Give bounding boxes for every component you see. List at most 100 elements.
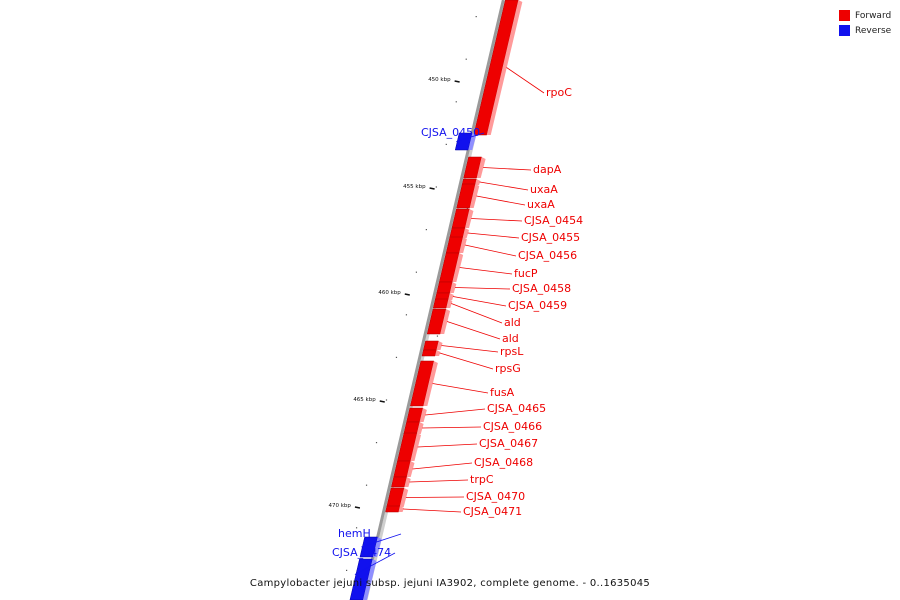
gene-label: uxaA xyxy=(530,183,558,196)
tick-label: 455 kbp xyxy=(403,184,426,190)
minor-tick xyxy=(386,548,389,550)
gene-highlight-23 xyxy=(373,537,382,557)
gene-label: rpoC xyxy=(546,86,572,99)
gene-highlight-19 xyxy=(406,461,415,477)
gene-highlight-21 xyxy=(399,488,409,507)
gene-highlight-9 xyxy=(449,282,457,293)
minor-tick xyxy=(445,143,447,145)
minor-tick xyxy=(455,101,457,103)
gene-highlight-17 xyxy=(416,422,424,434)
minor-tick xyxy=(346,569,348,571)
minor-tick xyxy=(355,527,358,529)
gene-label: hemH xyxy=(338,527,371,540)
leader-line xyxy=(455,287,511,290)
tick-layer: 450 kbp 455 kbp 460 kbp 465 kbp 470 kbp xyxy=(329,16,508,571)
gene-label: fucP xyxy=(514,267,538,280)
leader-line xyxy=(412,462,473,470)
legend-label-reverse: Reverse xyxy=(855,25,892,36)
leader-line xyxy=(456,132,485,142)
gene-label: ald xyxy=(504,316,521,329)
gene-highlight-22 xyxy=(398,506,404,512)
minor-tick xyxy=(425,229,427,231)
gene-highlight-4 xyxy=(469,184,480,208)
legend: Forward Reverse xyxy=(839,8,891,38)
gene-label: trpC xyxy=(470,473,494,486)
gene-forward-13 xyxy=(423,340,439,351)
gene-highlight-6 xyxy=(462,228,469,238)
tick-label: 450 kbp xyxy=(428,77,451,83)
gene-label: dapA xyxy=(533,163,562,176)
leader-line xyxy=(361,533,402,548)
gene-label: CJSA_0459 xyxy=(508,299,567,312)
leader-line xyxy=(476,195,526,206)
leader-line xyxy=(409,479,469,483)
gene-highlight-8 xyxy=(452,253,464,282)
minor-tick xyxy=(395,356,398,358)
minor-tick xyxy=(415,271,417,273)
leader-line xyxy=(417,443,478,448)
gene-label: CJSA_0455 xyxy=(521,231,580,244)
minor-tick xyxy=(466,207,468,209)
gene-reverse-24 xyxy=(349,558,373,600)
gene-highlight-13 xyxy=(436,341,443,350)
gene-label: ald xyxy=(502,332,519,345)
gene-forward-20 xyxy=(391,476,408,488)
gene-label: CJSA_0471 xyxy=(463,505,522,518)
gene-forward-11 xyxy=(432,298,449,309)
gene-label: CJSA_0458 xyxy=(512,282,571,295)
leader-line xyxy=(483,167,532,171)
major-tick xyxy=(404,293,410,296)
leader-line xyxy=(441,345,499,353)
tick-label: 465 kbp xyxy=(353,397,376,403)
reverse-swatch xyxy=(839,25,850,36)
gene-label: CJSA_0465 xyxy=(487,402,546,415)
gene-label: CJSA_0468 xyxy=(474,456,533,469)
gene-forward-9 xyxy=(436,281,453,294)
gene-label: CJSA_0470 xyxy=(466,490,525,503)
legend-item-reverse: Reverse xyxy=(839,23,891,38)
gene-label: CJSA_0454 xyxy=(524,214,583,227)
leader-line xyxy=(432,383,489,394)
leader-line xyxy=(425,408,486,416)
gene-label: rpsG xyxy=(495,362,521,375)
leader-line xyxy=(403,508,462,513)
leader-line xyxy=(452,296,507,307)
minor-tick xyxy=(405,314,408,316)
leader-line xyxy=(471,218,523,222)
gene-highlight-20 xyxy=(404,477,411,487)
gene-label: CJSA_0450 xyxy=(421,126,480,139)
gene-highlight-7 xyxy=(459,237,467,253)
gene-layer xyxy=(349,0,523,600)
gene-highlight-2 xyxy=(476,157,486,178)
gene-label: uxaA xyxy=(527,198,555,211)
major-tick xyxy=(454,80,460,83)
tick-label: 460 kbp xyxy=(378,290,401,296)
minor-tick xyxy=(435,186,437,188)
minor-tick xyxy=(365,484,368,486)
legend-label-forward: Forward xyxy=(855,10,892,21)
leader-line xyxy=(422,426,482,429)
major-tick xyxy=(429,187,435,190)
gene-highlight-12 xyxy=(440,309,451,334)
gene-highlight-3 xyxy=(475,179,481,185)
gene-highlight-15 xyxy=(423,361,438,406)
gene-forward-6 xyxy=(449,227,466,239)
gene-forward-14 xyxy=(421,349,437,357)
gene-highlight-5 xyxy=(464,209,474,228)
gene-label: CJSA_0466 xyxy=(483,420,542,433)
leader-line xyxy=(479,181,529,191)
gene-highlight-1 xyxy=(468,133,477,150)
gene-label-layer: rpoC CJSA_0450 dapA uxaA uxaA CJSA_0454 CJSA_0… xyxy=(332,67,583,575)
leader-line xyxy=(506,67,545,94)
leader-line xyxy=(405,496,465,498)
gene-label: CJSA_0456 xyxy=(518,249,577,262)
minor-tick xyxy=(375,442,378,444)
gene-highlight-0 xyxy=(486,0,523,135)
leader-line xyxy=(467,232,520,239)
legend-item-forward: Forward xyxy=(839,8,891,23)
gene-highlight-24 xyxy=(362,559,377,600)
tick-label: 470 kbp xyxy=(329,503,352,509)
leader-line xyxy=(464,244,517,257)
leader-line xyxy=(354,552,396,575)
